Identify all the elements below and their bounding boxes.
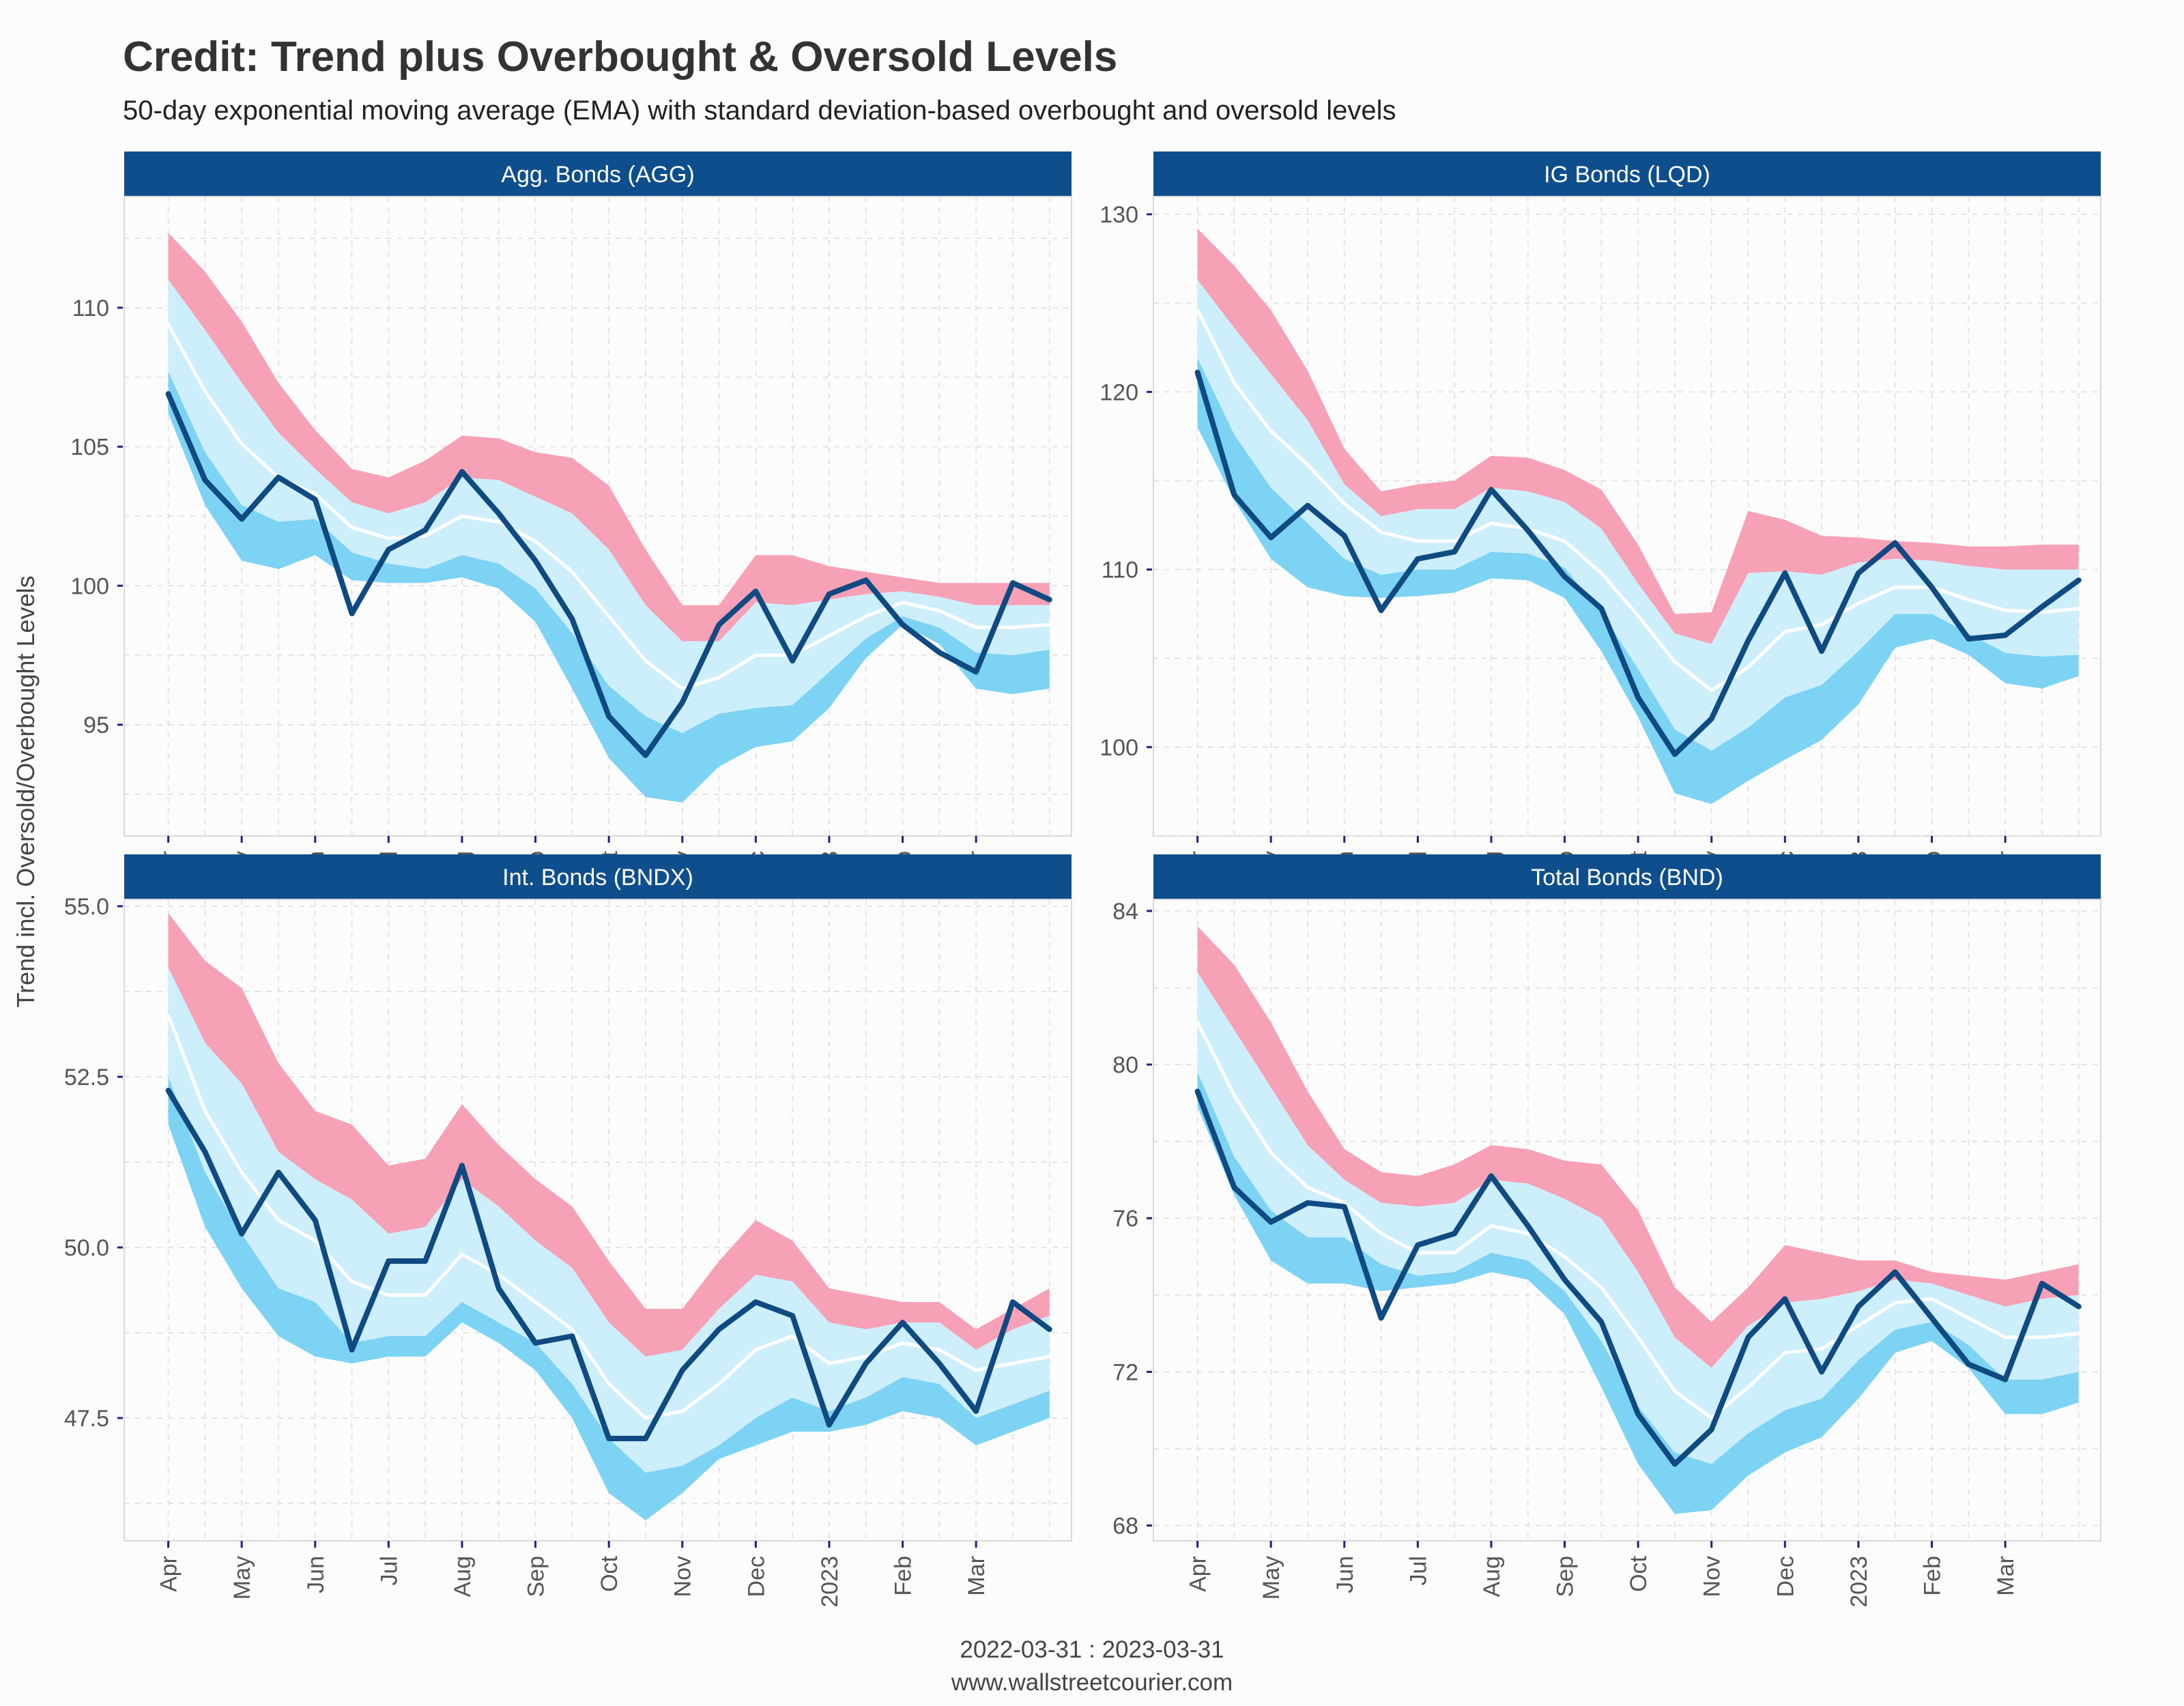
overbought-band [168, 233, 1050, 641]
ema-line [167, 322, 1052, 691]
panel-title: Agg. Bonds (AGG) [501, 162, 694, 188]
x-tick-label: May [229, 1556, 255, 1600]
y-tick-label: 110 [72, 295, 109, 321]
ema-line [167, 1013, 1052, 1420]
y-tick-label: 105 [70, 435, 109, 461]
panel-title: Int. Bonds (BNDX) [502, 865, 693, 891]
y-tick-label: 130 [1100, 202, 1138, 228]
panel-title: IG Bonds (LQD) [1544, 162, 1710, 188]
panel-strip [124, 854, 1072, 899]
overbought-band [168, 913, 1050, 1357]
x-tick-label: Nov [670, 1556, 696, 1597]
price-line [165, 391, 1052, 758]
neutral-band [168, 968, 1050, 1473]
x-tick-label: 2023 [1846, 1556, 1872, 1608]
panel-bnd: Total Bonds (BND) 68 72 76 80 84 Apr May Jun Jul A… [1112, 854, 2101, 1608]
y-tick-label: 50.0 [64, 1235, 109, 1261]
y-tick-label: 95 [83, 712, 109, 738]
x-tick-label: Feb [891, 1556, 917, 1596]
y-tick-label: 76 [1112, 1206, 1138, 1232]
x-tick-label: Jun [303, 1556, 329, 1593]
y-tick-label: 52.5 [64, 1065, 109, 1090]
y-tick-label: 100 [1100, 735, 1138, 761]
page-subtitle: 50-day exponential moving average (EMA) … [123, 96, 1396, 126]
price-line [1194, 1088, 2082, 1467]
x-tick-label: Jun [1332, 1556, 1358, 1593]
overbought-band [1197, 228, 2079, 644]
x-tick-label: Aug [1479, 1556, 1505, 1597]
neutral-band [1197, 972, 2079, 1464]
neutral-band [168, 280, 1050, 734]
footer-date-range: 2022-03-31 : 2023-03-31 [960, 1636, 1224, 1663]
x-tick-label: Sep [1553, 1556, 1579, 1597]
x-tick-label: Sep [523, 1556, 549, 1597]
y-tick-label: 55.0 [64, 894, 109, 920]
x-tick-label: Dec [1772, 1556, 1798, 1597]
panel-strip [124, 151, 1072, 197]
x-tick-label: Mar [1993, 1556, 2019, 1596]
y-tick-label: 110 [1102, 558, 1138, 583]
x-tick-label: Jul [376, 1556, 402, 1585]
x-tick-label: Apr [156, 1556, 182, 1592]
panel-title: Total Bonds (BND) [1531, 865, 1723, 891]
panel-lqd: IG Bonds (LQD)100110120130AprMayJunJulAu… [1100, 151, 2101, 903]
ema-line [1196, 1020, 2081, 1420]
x-tick-label: Mar [964, 1556, 990, 1596]
x-tick-label: Apr [1186, 1556, 1211, 1592]
y-tick-label: 68 [1112, 1513, 1138, 1539]
x-tick-label: Oct [597, 1555, 622, 1591]
x-tick-label: Feb [1920, 1556, 1946, 1596]
y-tick-label: 84 [1112, 899, 1138, 925]
y-tick-label: 72 [1112, 1359, 1138, 1385]
y-tick-label: 80 [1112, 1052, 1138, 1078]
oversold-band [1197, 1072, 2079, 1514]
panel-strip [1153, 151, 2101, 197]
footer-website: www.wallstreetcourier.com [951, 1669, 1233, 1696]
x-tick-label: Aug [450, 1556, 476, 1597]
y-tick-label: 120 [1100, 379, 1138, 405]
y-tick-label: 100 [70, 573, 109, 599]
oversold-band [168, 371, 1050, 803]
panel-agg: Agg. Bonds (AGG)95100105110AprMayJunJulA… [70, 151, 1072, 903]
price-line [1194, 369, 2082, 757]
oversold-band [1197, 358, 2079, 805]
y-tick-label: 47.5 [64, 1406, 109, 1432]
x-tick-label: 2023 [817, 1556, 843, 1608]
panel-strip [1153, 854, 2101, 899]
x-tick-label: May [1259, 1556, 1284, 1600]
x-tick-label: Oct [1626, 1555, 1652, 1591]
x-tick-label: Nov [1699, 1556, 1725, 1597]
page-title: Credit: Trend plus Overbought & Oversold… [123, 33, 1118, 81]
neutral-band [1197, 280, 2079, 751]
x-tick-label: Dec [743, 1556, 769, 1597]
price-line [165, 1088, 1052, 1441]
panel-bndx: Int. Bonds (BNDX) 47.5 50.0 52.5 55.0 Apr May J… [64, 854, 1072, 1608]
x-tick-label: Jul [1405, 1556, 1431, 1585]
